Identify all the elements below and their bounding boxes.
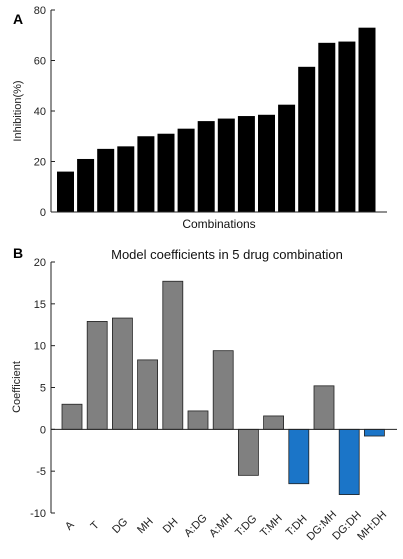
panel-a: A 0 20 40 60 80 Combinations Inhibition(%) bbox=[12, 5, 387, 231]
panel-a-y-tick-label: 60 bbox=[34, 56, 46, 68]
panel-a-x-label: Combinations bbox=[182, 217, 255, 231]
panel-a-bar bbox=[117, 146, 135, 212]
panel-a-bar bbox=[137, 136, 155, 212]
panel-a-bar bbox=[57, 171, 74, 212]
panel-b-label: B bbox=[13, 245, 23, 261]
panel-b-y-label: Coefficient bbox=[11, 361, 23, 413]
panel-b-bar bbox=[237, 428, 259, 476]
panel-a-bar bbox=[197, 121, 215, 212]
panel-a-y-tick-label: 0 bbox=[40, 207, 46, 219]
panel-b-y-tick-label: 15 bbox=[34, 299, 46, 311]
panel-b-bar bbox=[112, 317, 133, 430]
panel-b-bar bbox=[61, 403, 83, 430]
panel-b-bar bbox=[363, 428, 385, 437]
panel-a-bar bbox=[217, 118, 235, 212]
panel-a-bar bbox=[318, 42, 336, 213]
panel-b-bar bbox=[86, 321, 108, 430]
panel-b-bar bbox=[212, 350, 234, 430]
panel-b-y-tick-label: 10 bbox=[34, 341, 46, 353]
panel-a-bar bbox=[298, 66, 316, 212]
panel-b-bar bbox=[187, 410, 209, 430]
panel-b-x-tick-label: DH bbox=[161, 516, 181, 536]
panel-b-y-tick-label: -10 bbox=[30, 508, 46, 520]
panel-a-y-label: Inhibition(%) bbox=[12, 80, 24, 141]
panel-b-x-tick-label: A bbox=[63, 519, 77, 533]
panel-b: B Model coefficients in 5 drug combinati… bbox=[11, 245, 397, 543]
panel-b-y-tick-label: 0 bbox=[40, 424, 46, 436]
panel-a-bars bbox=[57, 27, 376, 213]
panel-b-title: Model coefficients in 5 drug combination bbox=[111, 247, 343, 262]
panel-a-bar bbox=[258, 114, 275, 212]
panel-b-y-tick-label: 5 bbox=[40, 383, 46, 395]
panel-b-x-tick-label: MH:DH bbox=[355, 509, 389, 543]
panel-b-y-tick-label: -5 bbox=[36, 466, 46, 478]
panel-a-bar bbox=[177, 128, 195, 212]
panel-b-bar bbox=[162, 280, 184, 430]
panel-a-bar bbox=[278, 104, 296, 212]
panel-a-bar bbox=[157, 133, 175, 212]
panel-b-x-tick-label: MH bbox=[135, 516, 156, 537]
panel-b-bar bbox=[137, 359, 159, 430]
panel-b-bar bbox=[313, 385, 335, 430]
panel-a-label: A bbox=[13, 11, 23, 27]
panel-b-bar bbox=[263, 415, 285, 430]
panel-b-x-tick-label: T bbox=[88, 519, 101, 532]
panel-b-y-tick-label: 20 bbox=[34, 257, 46, 269]
panel-a-y-tick-label: 80 bbox=[34, 5, 46, 17]
panel-b-bar bbox=[288, 428, 310, 485]
panel-b-x-tick-label: T:MH bbox=[258, 513, 285, 540]
panel-b-x-tick-label: T:DG bbox=[233, 513, 259, 539]
panel-a-bar bbox=[358, 27, 376, 212]
panel-a-y-tick-label: 20 bbox=[34, 157, 46, 169]
panel-a-bar bbox=[97, 148, 115, 212]
panel-b-x-ticks: A T DG MH DH A:DGA:MHT:DGT:MHT:DHDG:MHDG:DHMH… bbox=[63, 509, 389, 543]
panel-a-bar bbox=[237, 116, 255, 212]
panel-a-bar bbox=[77, 158, 95, 212]
panel-b-bar bbox=[338, 428, 360, 495]
panel-a-y-tick-label: 40 bbox=[34, 106, 46, 118]
panel-b-x-tick-label: DG bbox=[110, 516, 130, 536]
panel-a-bar bbox=[338, 41, 356, 212]
panel-b-x-tick-label: A:MH bbox=[207, 512, 235, 540]
panel-a-y-ticks: 0 20 40 60 80 bbox=[34, 5, 55, 219]
panel-b-x-tick-label: A:DG bbox=[182, 512, 210, 540]
panel-b-bars bbox=[61, 280, 385, 495]
